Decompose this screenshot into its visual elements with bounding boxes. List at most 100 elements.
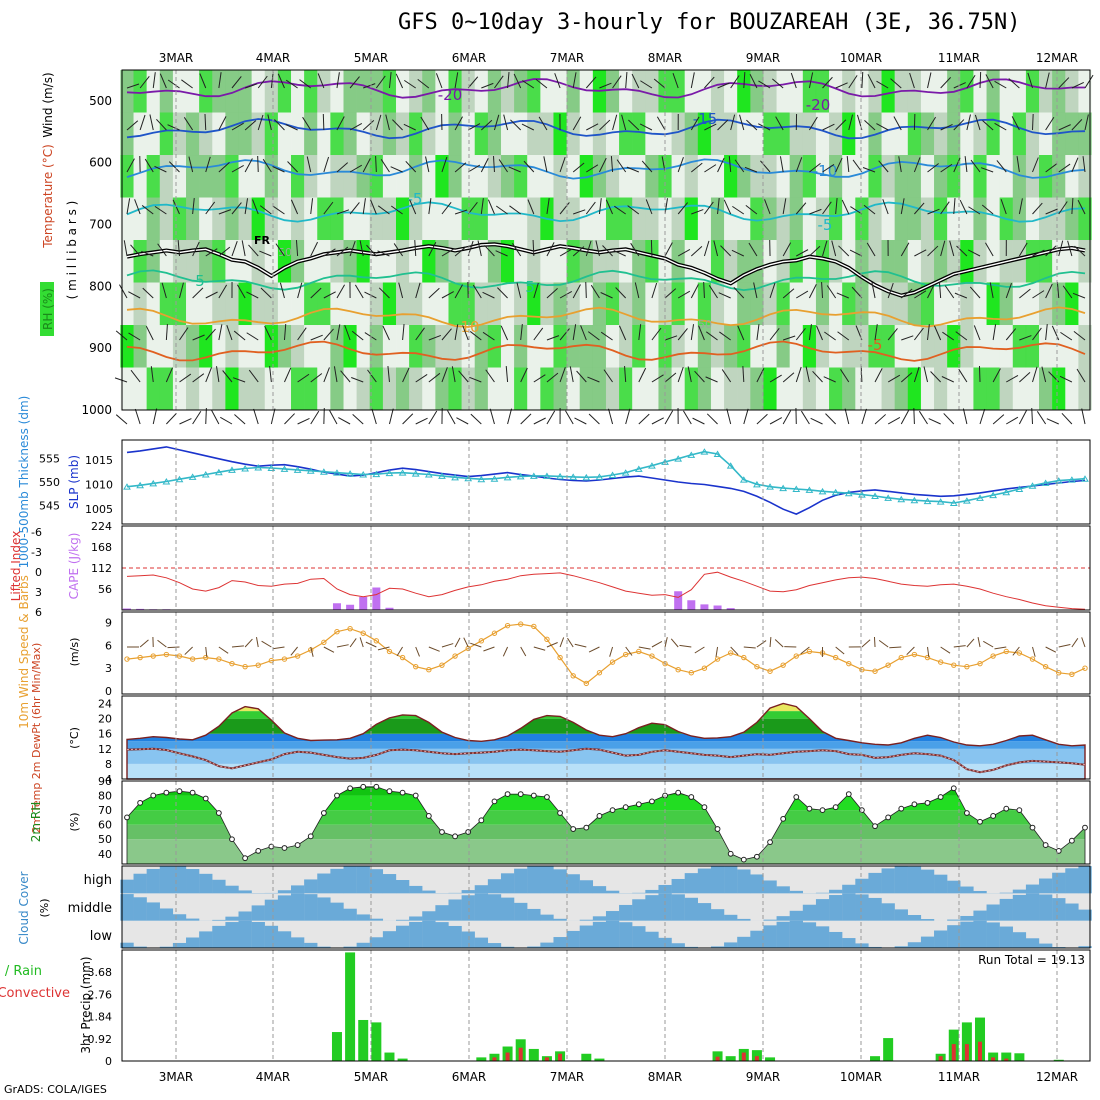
rh-cell [802,325,817,368]
rh-cell [619,112,633,156]
rh-cell [395,325,410,368]
wind-barb [621,114,627,131]
thickness-marker [319,468,328,475]
cloud-cell [842,884,856,894]
wind-speed-marker [150,653,156,659]
thickness-marker [989,491,998,499]
cloud-cell [277,931,292,948]
rh-marker [439,829,445,835]
pressure-tick: 900 [89,341,112,355]
wind-barb [717,119,729,131]
wind-barb [152,72,156,89]
contour-label: -15 [693,110,718,128]
wind-barb [351,377,364,383]
precip-total-label: Total / Rain [0,964,42,979]
thickness-marker [884,494,893,501]
rh-cell [1078,325,1092,368]
wind-barb [822,201,832,215]
rh-cell [553,240,567,283]
rh-cell [907,367,922,411]
cloud-cell [671,878,685,894]
wind-barb [720,245,732,257]
rh-cell [934,240,948,283]
wind10m-barb [1032,646,1036,657]
rh-cell [527,112,541,156]
wind-barb [297,282,303,299]
wind-barb [493,114,500,131]
wind-barb [403,79,416,89]
rh-cell [369,282,384,326]
rh-marker [885,814,892,821]
wind-barb [704,123,717,131]
cloud-cell [422,890,436,894]
rh-cell [514,70,528,113]
wind-barb [966,114,971,131]
wind-barb [927,163,939,173]
rh-cell [382,155,397,198]
wind-barb [728,156,732,173]
cloud-cell [540,866,554,894]
wind-speed-marker [268,657,275,664]
li-tick: 6 [35,606,42,619]
wind-barb [477,240,482,257]
wind-speed-marker [347,625,353,632]
wind-barb [634,282,640,299]
precip-total-bar [594,1058,605,1061]
rh-tick: 80 [98,790,112,803]
rh-cell [960,282,974,326]
wind-barb [388,408,394,425]
rh-cell [120,197,134,241]
wind-barb [231,164,244,173]
wind-barb [900,242,910,257]
rh-cell [697,70,712,113]
rh-cell [763,325,777,368]
wind-barb [572,246,585,257]
wind-speed-marker [124,656,130,662]
wind-barb [218,72,222,89]
rh-cell [487,70,502,113]
wind-barb [909,72,915,89]
rh-cell [330,70,344,113]
wind-barb [941,376,954,383]
wind-barb [533,374,546,383]
rh-cell [159,112,174,156]
wind-barb [415,374,428,383]
rh-marker [307,833,314,840]
wind-barb [690,72,695,89]
rh-cell [487,155,502,198]
wind-barb [527,199,535,215]
wind-barb [569,366,574,383]
precip-total-bar [1053,1059,1064,1061]
rh-cell [238,282,252,326]
rh-cell [815,240,830,283]
cape-axis-label: CAPE (J/kg) [67,533,81,600]
rh-cell [186,282,200,326]
rh-cell [724,240,738,283]
rh-marker [504,791,511,798]
wind-barb [272,166,285,173]
wind-barb [874,414,886,425]
wind-barb [270,408,276,425]
cloud-cell [684,873,699,894]
rh-cell [1052,367,1066,411]
wind10m-barb [205,646,208,658]
rh-cell [382,197,397,241]
wind-barb [769,282,776,299]
rh-cell [815,367,830,411]
wind-barb [1019,335,1032,341]
rh-cell [697,197,712,241]
wind-barb [878,160,889,173]
cloud-cell [1012,894,1027,921]
wind-barb [349,202,360,215]
wind-barb [717,82,730,89]
cloud-cell [120,894,134,921]
wind10m-barb [1081,637,1086,648]
wind-barb [454,209,468,215]
wind-barb [199,73,207,89]
wind-barb [481,82,494,89]
rh-marker [649,798,655,805]
rh-cell [697,282,712,326]
wind-barb [824,331,836,341]
rh-cell [829,325,843,368]
rh-cell [1078,112,1092,156]
